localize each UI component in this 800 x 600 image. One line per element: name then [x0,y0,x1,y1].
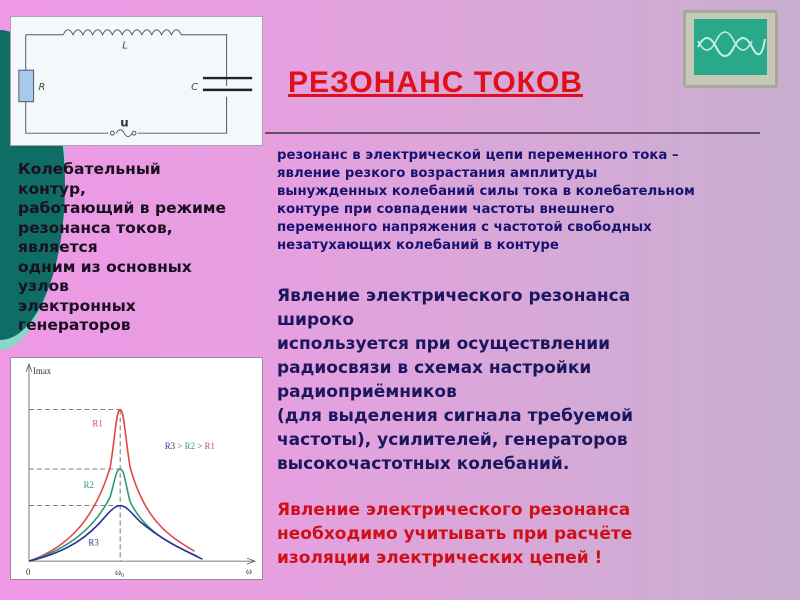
line: (для выделения сигнала требуемой [277,406,634,426]
resonance-graph: Imax ω 0 ω₀ R1 R2 R3 R3 > R2 > R1 [10,357,263,580]
label-u: u [120,115,128,129]
line: одним из основных [18,257,192,276]
line: радиосвязи в схемах настройки [277,358,592,378]
origin-label: 0 [26,567,31,577]
y-axis [25,362,33,562]
line: явление резкого возрастания амплитуды [277,166,598,181]
omega0-label: ω₀ [115,567,124,577]
line: частоты), усилителей, генераторов [277,430,628,450]
line: высокочастотных колебаний. [277,454,570,474]
line: Явление электрического резонанса [277,500,631,520]
line: вынужденных колебаний силы тока в колеба… [277,184,695,199]
label-r: R [39,82,46,93]
y-axis-label: Imax [33,366,52,376]
line: Явление электрического резонанса [277,286,631,306]
label-c: C [191,82,198,93]
x-axis [28,557,257,565]
line: необходимо учитывать при расчёте [277,524,633,544]
line: незатухающих колебаний в контуре [277,238,559,253]
line: контуре при совпадении частоты внешнего [277,202,615,217]
circuit-diagram: L R C u [10,16,263,146]
line: широко [277,310,355,330]
line: изоляции электрических цепей ! [277,548,603,568]
line: радиоприёмников [277,382,457,402]
line: узлов [18,277,69,295]
r3-label: R3 [88,537,99,547]
x-axis-label: ω [246,566,252,576]
divider [265,132,760,134]
label-l: L [122,41,127,52]
r1-label: R1 [92,418,102,428]
line: контур, [18,179,86,198]
left-text: Колебательный контур, работающий в режим… [18,160,268,336]
line: генераторов [18,316,131,334]
line: является [18,238,98,256]
line: работающий в режиме [18,199,227,217]
slide-title: РЕЗОНАНС ТОКОВ [288,66,583,99]
line: используется при осуществлении [277,334,611,354]
warning-text: Явление электрического резонанса необход… [277,498,787,570]
line: резонанса токов, [18,218,173,237]
curve-r1 [28,408,195,562]
definition-text: резонанс в электрической цепи переменног… [277,147,787,255]
resistance-legend: R3 > R2 > R1 [165,441,215,451]
usage-text: Явление электрического резонанса широко … [277,284,787,476]
r2-label: R2 [83,480,93,490]
curve-r2 [28,468,198,562]
line: Колебательный [18,160,161,178]
line: переменного напряжения с частотой свобод… [277,220,652,235]
curve-r3 [28,504,203,562]
oscilloscope-image [683,10,778,88]
line: резонанс в электрической цепи переменног… [277,148,679,163]
line: электронных [18,296,136,315]
